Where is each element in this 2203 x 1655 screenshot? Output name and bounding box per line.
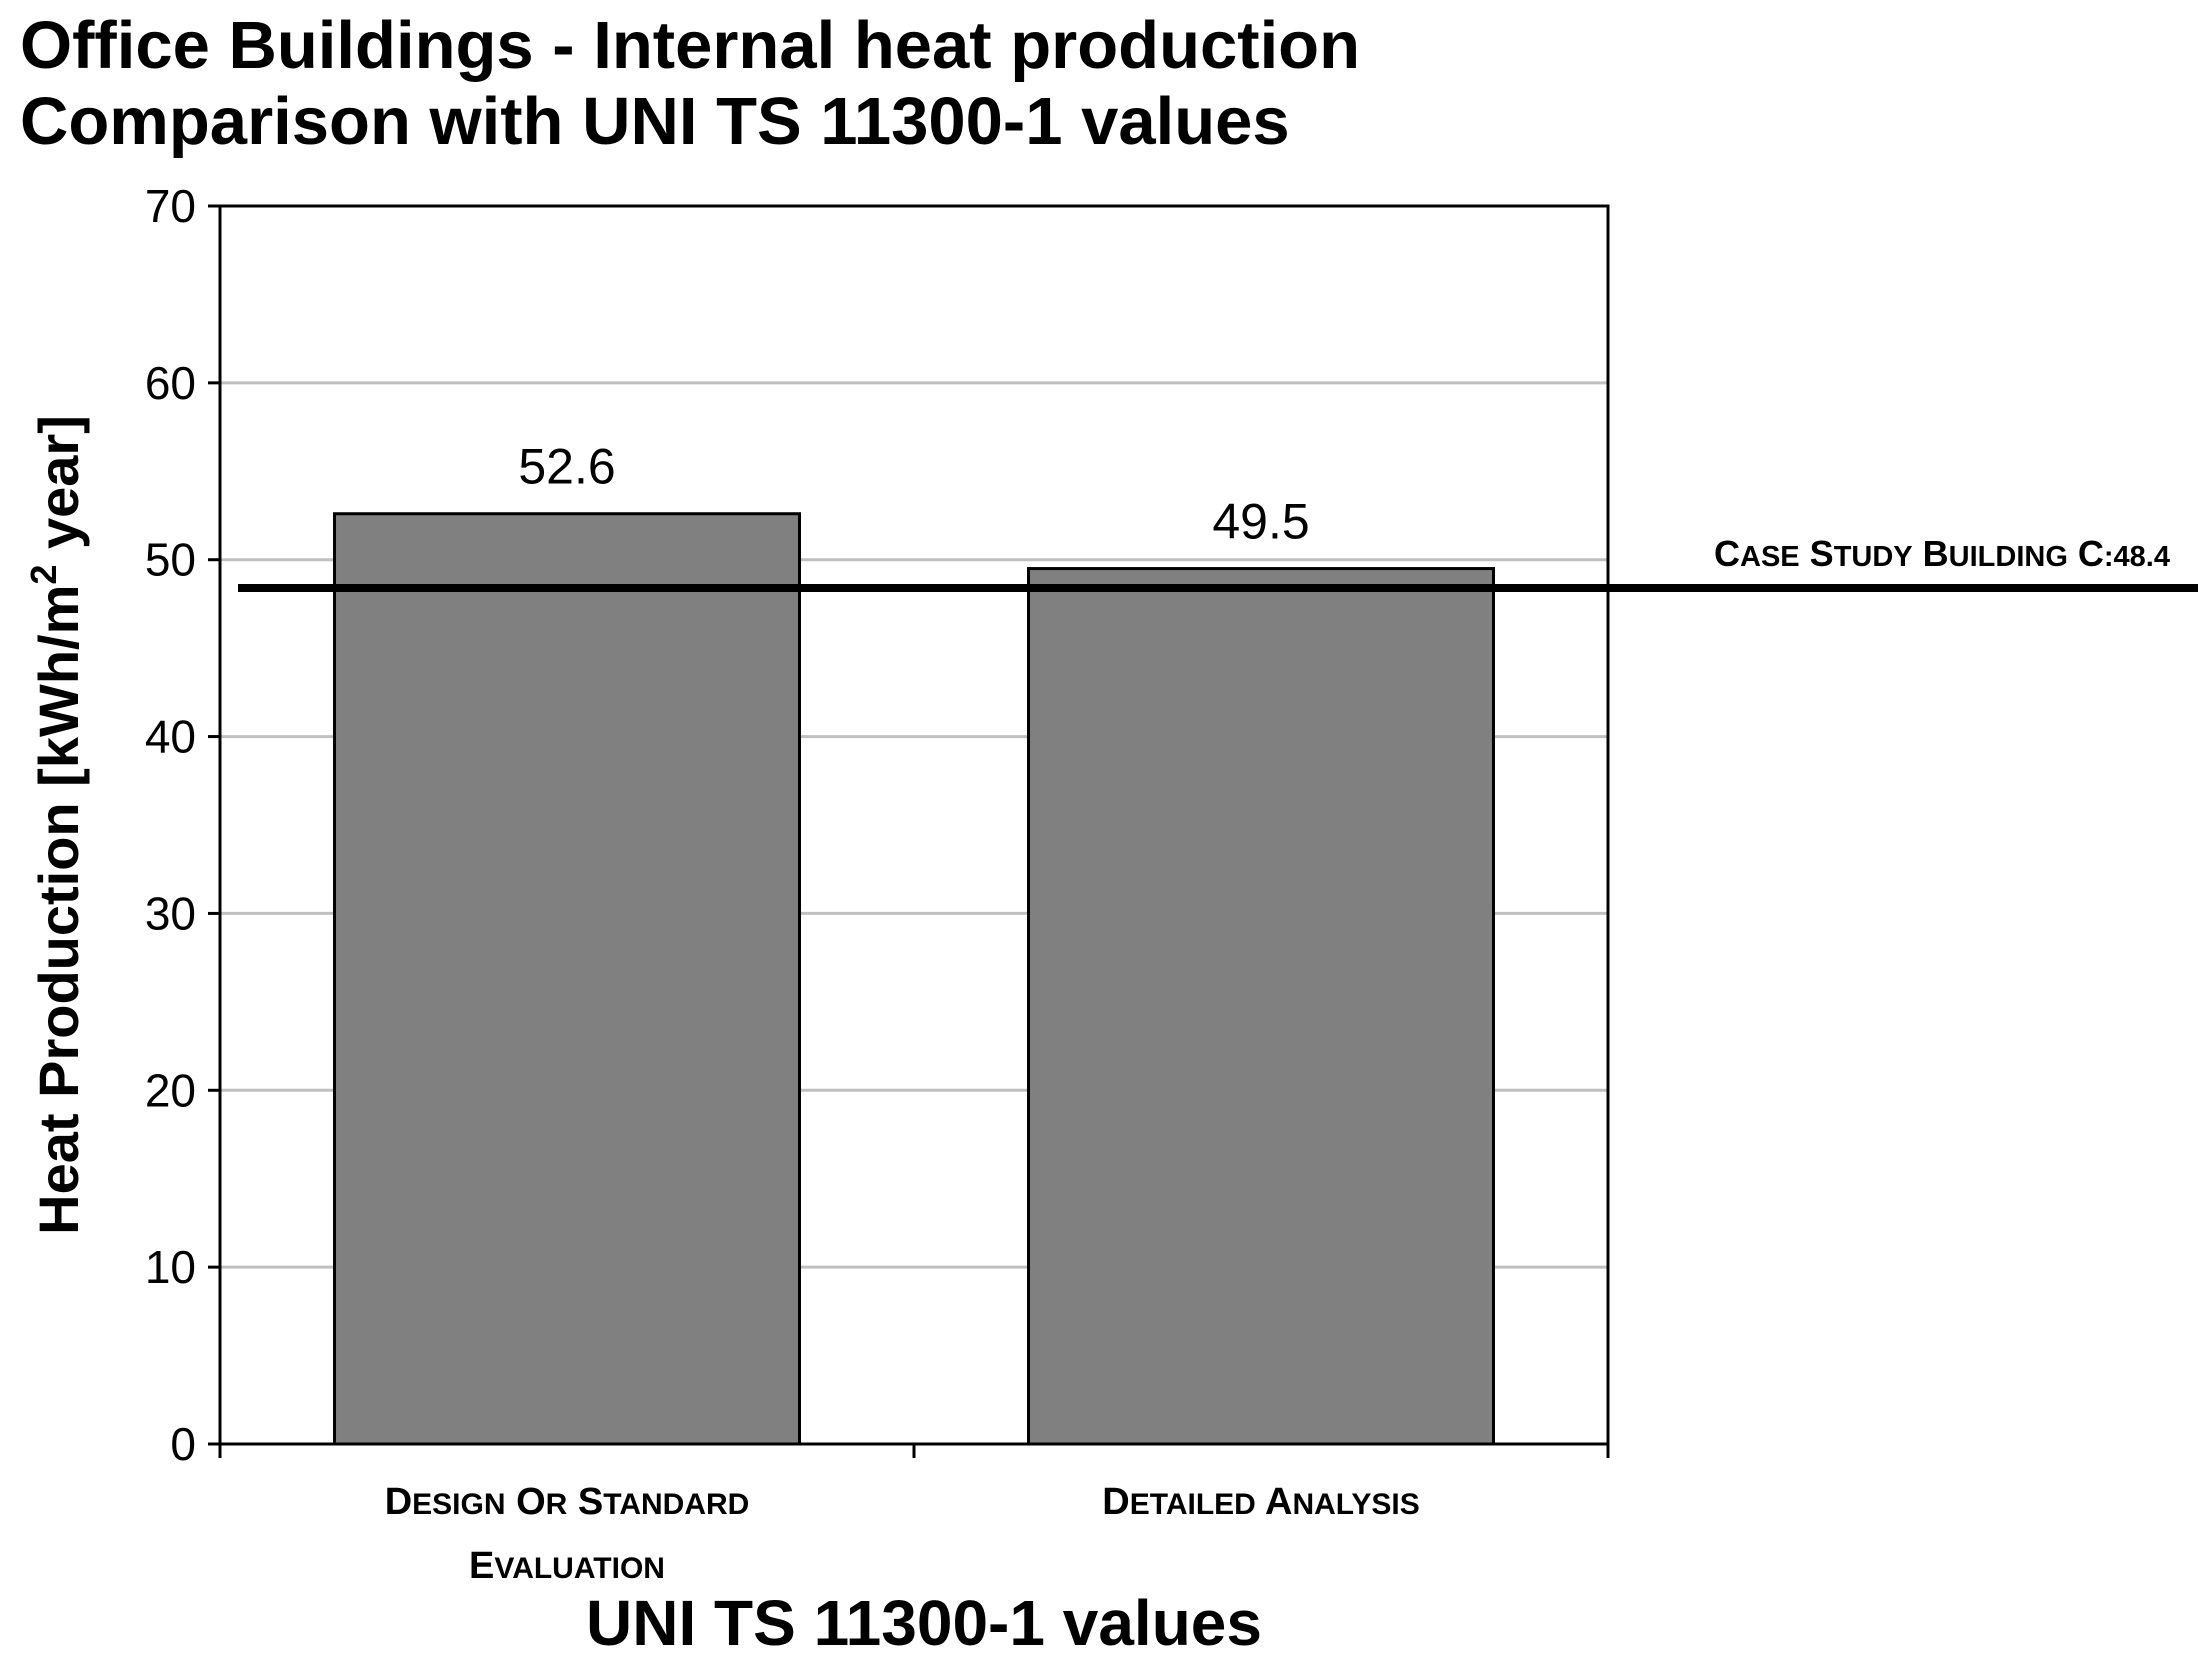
chart-title-line-2: Comparison with UNI TS 11300-1 values <box>20 84 1290 159</box>
y-tick-label: 0 <box>170 1418 196 1470</box>
data-label: 49.5 <box>1212 494 1309 550</box>
y-tick-label: 70 <box>145 180 196 232</box>
x-category-label: DESIGN OR STANDARD <box>385 1481 750 1523</box>
y-tick-label: 50 <box>145 534 196 586</box>
y-tick-label: 20 <box>145 1064 196 1116</box>
y-tick-label: 30 <box>145 887 196 939</box>
x-category-label: DETAILED ANALYSIS <box>1102 1481 1419 1523</box>
data-label: 52.6 <box>518 439 615 495</box>
x-axis-title: UNI TS 11300-1 values <box>586 1587 1262 1655</box>
y-tick-label: 60 <box>145 357 196 409</box>
chart-title: Office Buildings - Internal heat product… <box>20 8 1360 160</box>
bar <box>1027 567 1495 1446</box>
y-tick-label: 10 <box>145 1241 196 1293</box>
y-tick-label: 40 <box>145 711 196 763</box>
bar <box>333 512 801 1446</box>
x-category-label: EVALUATION <box>469 1545 665 1587</box>
y-axis-title: Heat Production [kWh/m2 year] <box>23 415 90 1235</box>
chart-title-line-1: Office Buildings - Internal heat product… <box>20 8 1361 83</box>
reference-line-label: CASE STUDY BUILDING C:48.4 <box>1714 533 2170 574</box>
